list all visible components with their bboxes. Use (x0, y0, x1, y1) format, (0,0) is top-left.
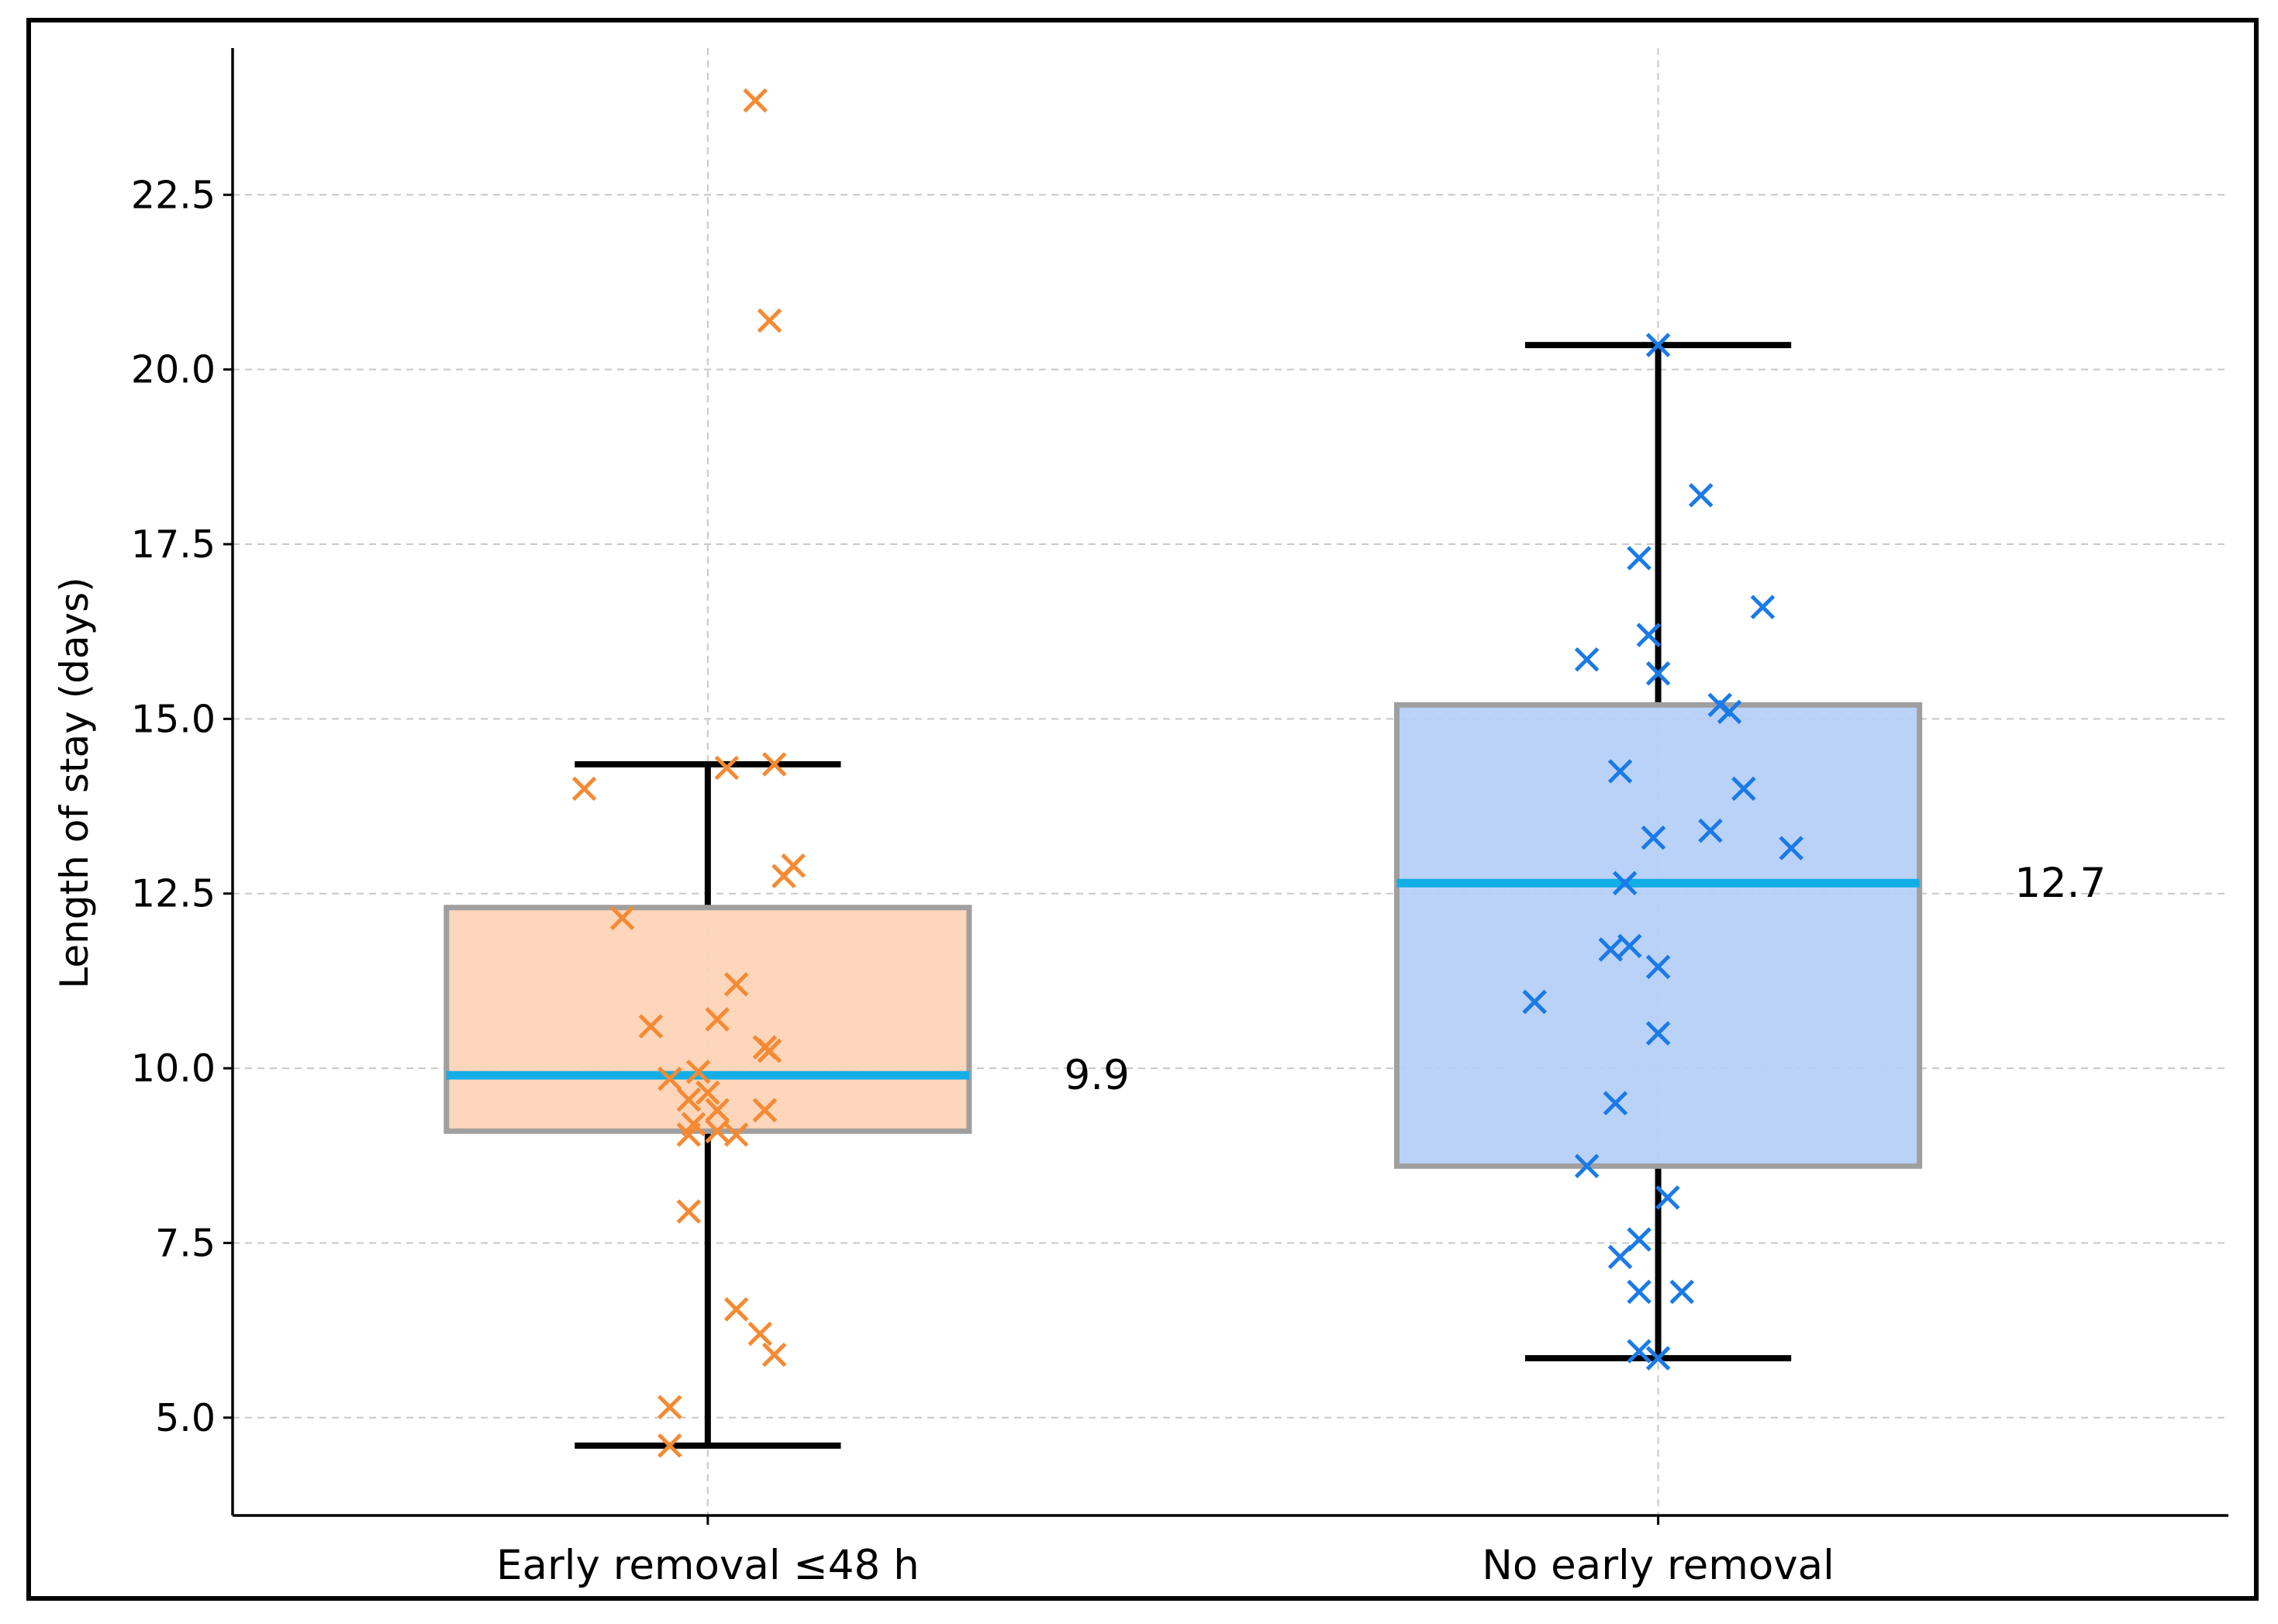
data-point (1731, 776, 1756, 802)
data-point (685, 1059, 711, 1084)
data-points (571, 88, 1803, 1458)
data-point (1688, 483, 1714, 508)
data-point (1598, 937, 1624, 962)
iqr-box (1394, 702, 1923, 1169)
boxes (444, 342, 1923, 1449)
data-point (1617, 933, 1642, 959)
data-point (723, 972, 749, 997)
data-point (1607, 1244, 1633, 1270)
data-point (1607, 759, 1633, 784)
data-point (1645, 1346, 1671, 1371)
y-tick-label: 17.5 (131, 522, 216, 567)
y-tick-label: 12.5 (131, 872, 216, 916)
data-point (1627, 546, 1652, 571)
median-label: 9.9 (1065, 1052, 1130, 1099)
data-point (658, 1066, 682, 1091)
y-tick-label: 20.0 (131, 348, 216, 392)
data-point (781, 853, 806, 878)
iqr-box (444, 905, 972, 1134)
data-point (1645, 333, 1671, 357)
data-point (705, 1007, 730, 1032)
data-point (761, 752, 787, 777)
median-label: 12.7 (2014, 860, 2106, 907)
data-point (705, 1119, 730, 1143)
data-point (752, 1098, 778, 1122)
data-point (1574, 1153, 1600, 1179)
data-point (1627, 1227, 1652, 1252)
data-point (1612, 871, 1638, 895)
data-point (1574, 646, 1600, 672)
box-group (1394, 342, 1923, 1362)
data-point (757, 1038, 782, 1064)
y-tick-label: 10.0 (131, 1046, 216, 1091)
axes (223, 48, 2228, 1525)
y-tick-label: 15.0 (131, 697, 216, 741)
data-point (571, 776, 597, 802)
data-point (1627, 1339, 1652, 1364)
data-point (1522, 989, 1547, 1015)
data-point (723, 1297, 749, 1322)
data-point (1750, 595, 1776, 619)
data-point (676, 1087, 702, 1112)
data-point (761, 1342, 787, 1367)
data-point (1641, 825, 1666, 850)
data-point (1627, 1279, 1652, 1305)
data-point (676, 1122, 702, 1147)
y-tick-label: 5.0 (155, 1396, 216, 1440)
data-point (1636, 622, 1662, 647)
y-tick-label: 7.5 (155, 1221, 216, 1265)
data-point (638, 1014, 664, 1039)
data-point (705, 1098, 730, 1122)
data-point (1645, 1021, 1671, 1046)
data-point (1603, 1091, 1628, 1115)
data-point (609, 905, 635, 931)
data-point (1717, 699, 1742, 725)
data-point (743, 88, 768, 113)
x-tick-label: Early removal ≤48 h (496, 1542, 920, 1589)
labels: Length of stay (days) 5.0 7.5 10.0 12.5 15.0… (52, 173, 2106, 1589)
data-point (1779, 836, 1803, 860)
data-point (695, 1080, 720, 1105)
y-axis-title: Length of stay (days) (52, 577, 97, 988)
data-point (757, 308, 782, 333)
data-point (1645, 954, 1671, 980)
data-point (1655, 1185, 1680, 1210)
data-point (1669, 1279, 1694, 1305)
data-point (723, 1122, 749, 1147)
data-point (658, 1433, 682, 1458)
data-point (676, 1199, 702, 1224)
x-tick-label: No early removal (1482, 1542, 1834, 1589)
data-point (1698, 818, 1723, 843)
y-tick-label: 22.5 (131, 173, 216, 217)
data-point (714, 755, 740, 781)
data-point (658, 1395, 682, 1420)
data-point (1645, 661, 1671, 686)
data-point (747, 1321, 773, 1346)
